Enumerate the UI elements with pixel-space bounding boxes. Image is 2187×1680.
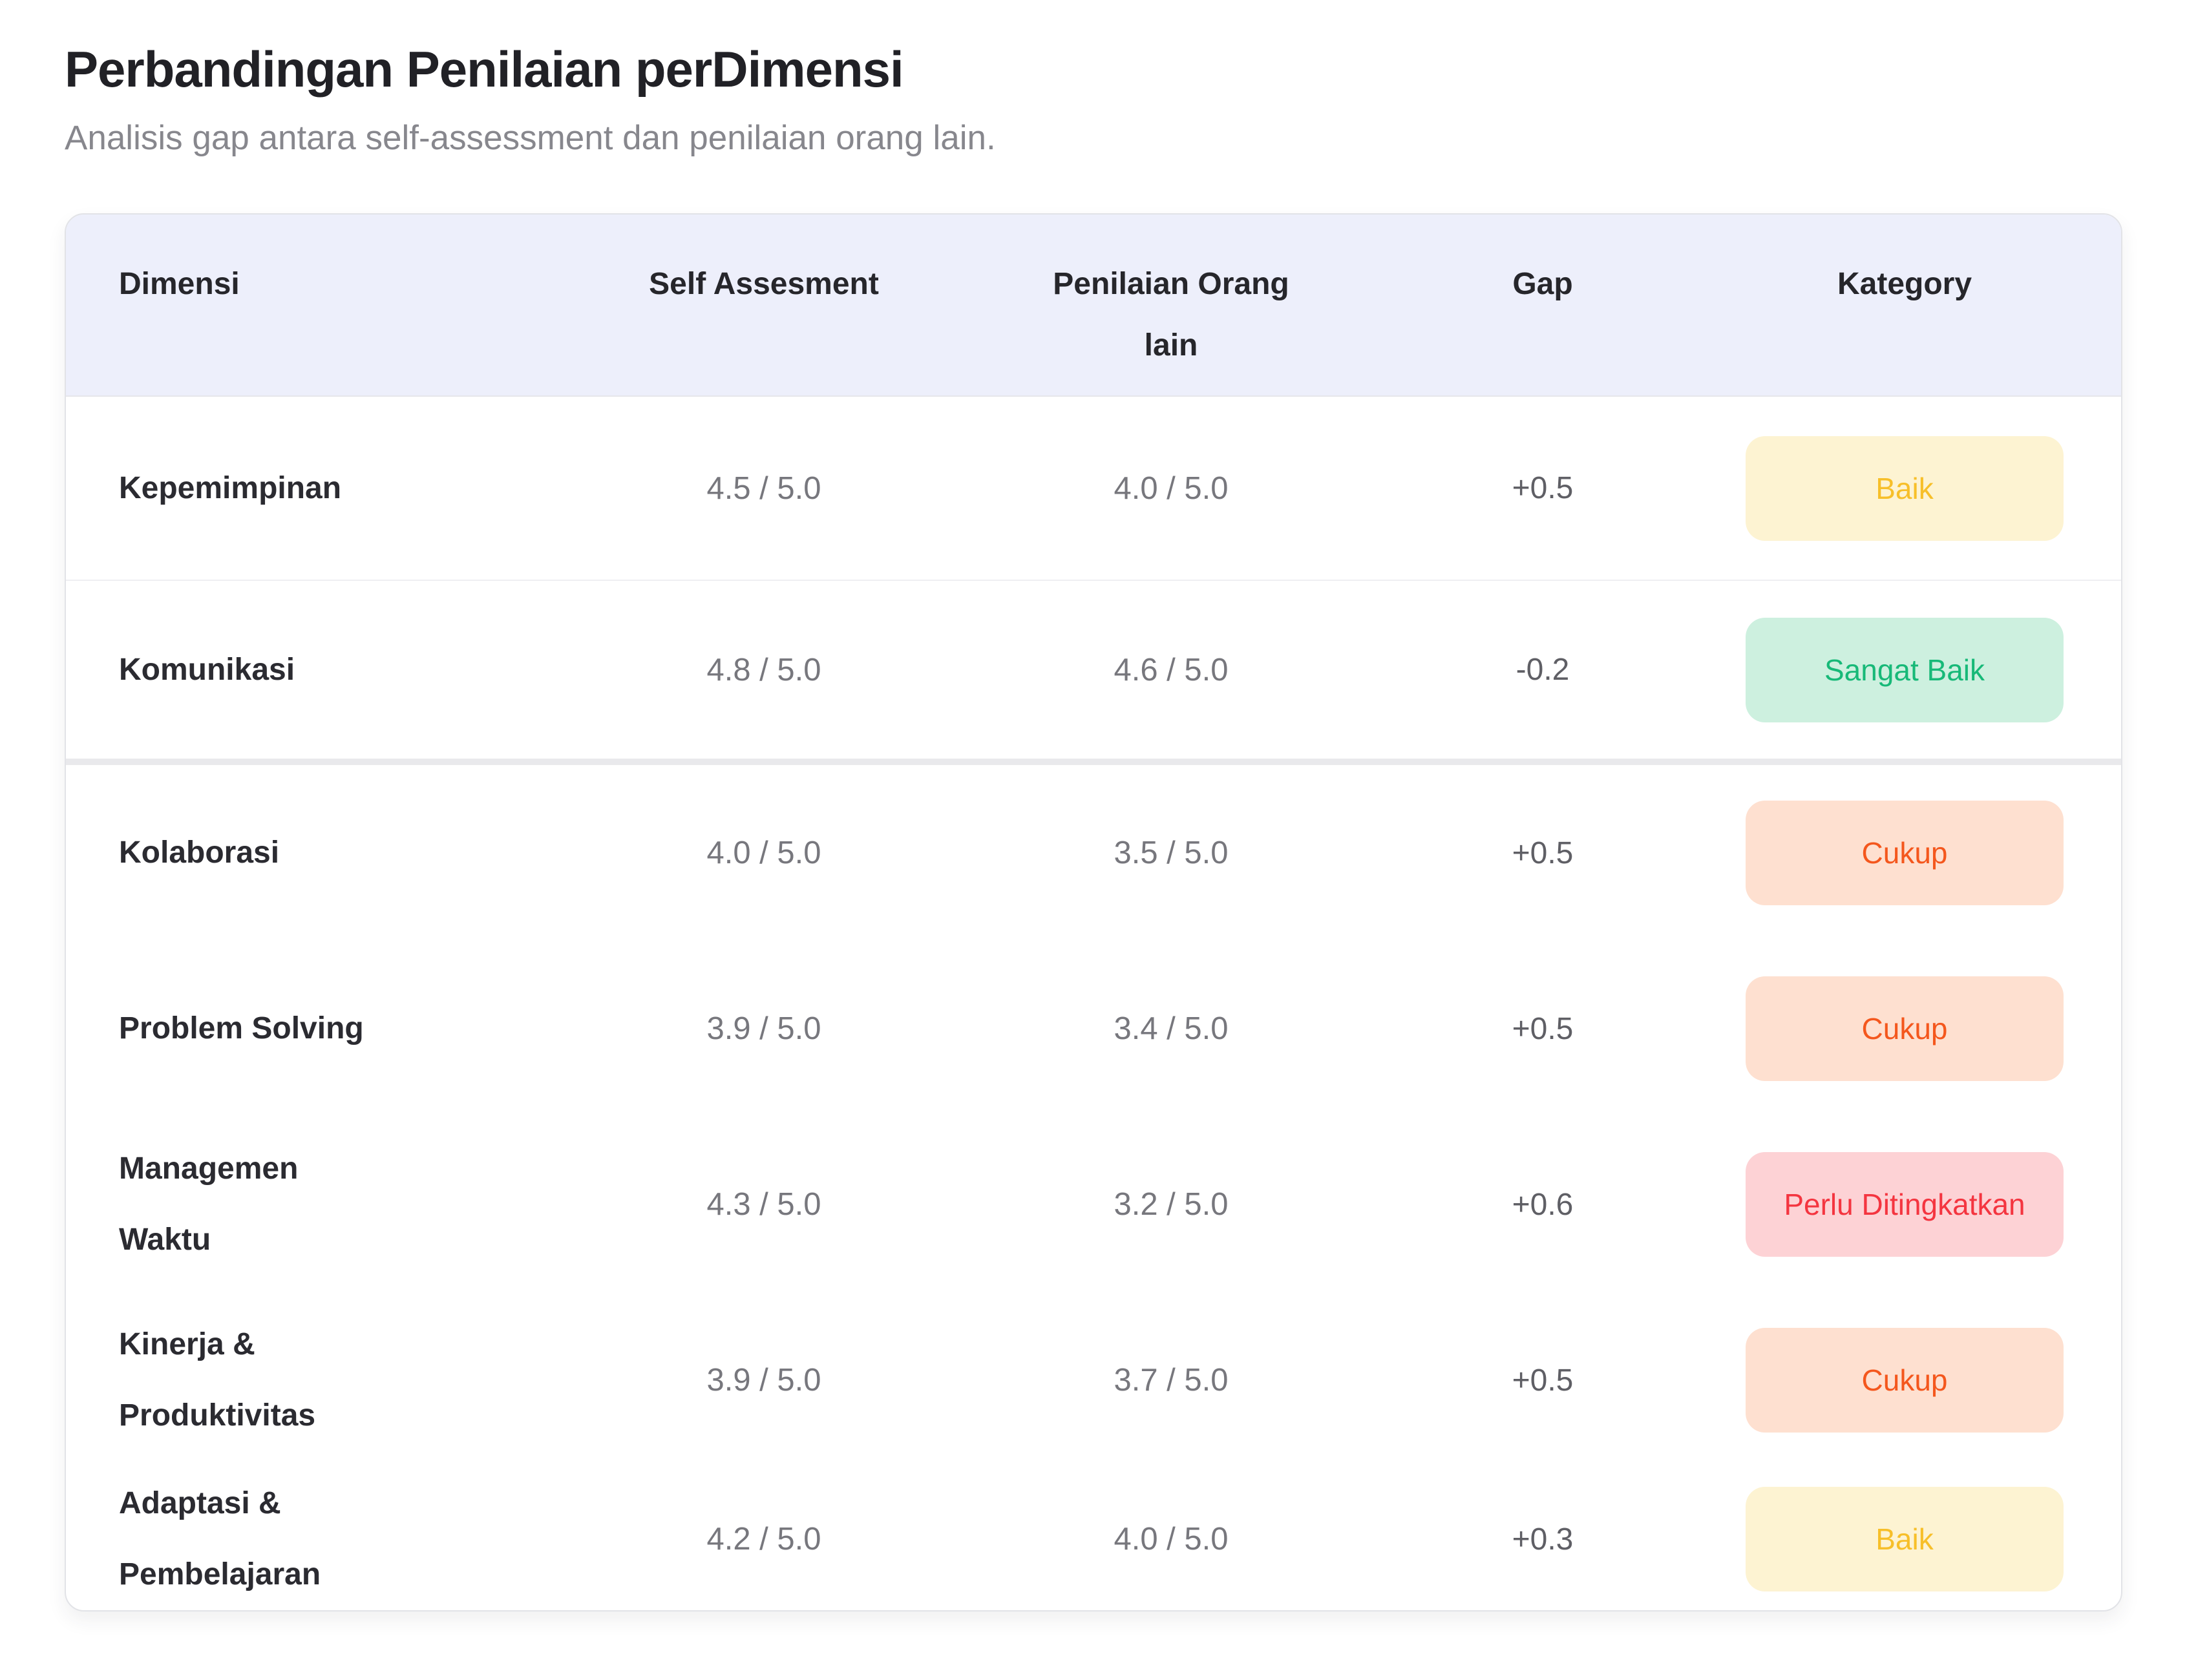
category-badge: Baik — [1746, 1487, 2064, 1591]
column-header-penilaian-orang-lain: Penilaian Orang lain — [1053, 267, 1289, 362]
table-row: Kinerja & Produktivitas 3.9 / 5.0 3.7 / 5.… — [66, 1292, 2121, 1468]
table-row: Problem Solving 3.9 / 5.0 3.4 / 5.0 +0.5 Cuk… — [66, 941, 2121, 1117]
dimension-name: Kinerja & Produktivitas — [119, 1327, 316, 1433]
page-subtitle: Analisis gap antara self-assessment dan … — [65, 119, 996, 157]
category-cell: Cukup — [1688, 976, 2121, 1081]
report-page: Perbandingan Penilaian perDimensi Analis… — [65, 41, 2122, 1612]
dimension-name: Adaptasi & Pembelajaran — [119, 1486, 321, 1591]
self-assessment-score: 4.8 / 5.0 — [706, 652, 821, 688]
self-assessment-score: 4.5 / 5.0 — [706, 470, 821, 506]
category-badge: Cukup — [1746, 976, 2064, 1081]
category-badge: Perlu Ditingkatkan — [1746, 1152, 2064, 1257]
gap-value: +0.5 — [1512, 1011, 1574, 1046]
category-cell: Perlu Ditingkatkan — [1688, 1152, 2121, 1257]
column-header-self-assesment: Self Assesment — [649, 267, 879, 301]
others-assessment-score: 3.5 / 5.0 — [1114, 835, 1229, 870]
table-row: Kepemimpinan 4.5 / 5.0 4.0 / 5.0 +0.5 Baik — [66, 397, 2121, 581]
table-row: Managemen Waktu 4.3 / 5.0 3.2 / 5.0 +0.6 Per… — [66, 1117, 2121, 1292]
category-cell: Sangat Baik — [1688, 617, 2121, 722]
dimension-name: Kolaborasi — [119, 835, 280, 870]
self-assessment-score: 4.3 / 5.0 — [706, 1187, 821, 1222]
category-badge: Sangat Baik — [1746, 617, 2064, 722]
gap-value: -0.2 — [1516, 653, 1570, 687]
category-badge: Baik — [1746, 436, 2064, 541]
dimension-name: Komunikasi — [119, 652, 295, 687]
column-header-kategory: Kategory — [1837, 267, 1972, 301]
column-header-gap: Gap — [1512, 267, 1573, 301]
table-row: Kolaborasi 4.0 / 5.0 3.5 / 5.0 +0.5 Cukup — [66, 765, 2121, 941]
gap-value: +0.3 — [1512, 1522, 1574, 1557]
self-assessment-score: 3.9 / 5.0 — [706, 1011, 821, 1046]
others-assessment-score: 3.7 / 5.0 — [1114, 1363, 1229, 1398]
dimension-name: Managemen Waktu — [119, 1151, 299, 1257]
others-assessment-score: 4.0 / 5.0 — [1114, 470, 1229, 506]
self-assessment-score: 3.9 / 5.0 — [706, 1363, 821, 1398]
self-assessment-score: 4.0 / 5.0 — [706, 835, 821, 870]
gap-value: +0.5 — [1512, 471, 1574, 505]
comparison-table-card: Dimensi Self Assesment Penilaian Orang lai… — [65, 213, 2122, 1612]
table-row: Adaptasi & Pembelajaran 4.2 / 5.0 4.0 / 5.… — [66, 1468, 2121, 1610]
table-row: Komunikasi 4.8 / 5.0 4.6 / 5.0 -0.2 Sangat B… — [66, 581, 2121, 765]
table-header-row: Dimensi Self Assesment Penilaian Orang lai… — [66, 215, 2121, 397]
table-body: Kepemimpinan 4.5 / 5.0 4.0 / 5.0 +0.5 Baik Ko… — [66, 397, 2121, 1610]
column-header-dimensi: Dimensi — [119, 267, 240, 301]
page-title: Perbandingan Penilaian perDimensi — [65, 41, 904, 98]
others-assessment-score: 4.6 / 5.0 — [1114, 652, 1229, 688]
category-cell: Cukup — [1688, 1328, 2121, 1433]
gap-value: +0.5 — [1512, 835, 1574, 870]
category-cell: Cukup — [1688, 801, 2121, 905]
others-assessment-score: 3.4 / 5.0 — [1114, 1011, 1229, 1046]
self-assessment-score: 4.2 / 5.0 — [706, 1522, 821, 1557]
others-assessment-score: 3.2 / 5.0 — [1114, 1187, 1229, 1222]
dimension-name: Kepemimpinan — [119, 470, 342, 505]
category-badge: Cukup — [1746, 801, 2064, 905]
others-assessment-score: 4.0 / 5.0 — [1114, 1522, 1229, 1557]
category-cell: Baik — [1688, 436, 2121, 541]
gap-value: +0.6 — [1512, 1187, 1574, 1222]
gap-value: +0.5 — [1512, 1363, 1574, 1398]
category-badge: Cukup — [1746, 1328, 2064, 1433]
dimension-name: Problem Solving — [119, 1011, 364, 1045]
category-cell: Baik — [1688, 1487, 2121, 1591]
